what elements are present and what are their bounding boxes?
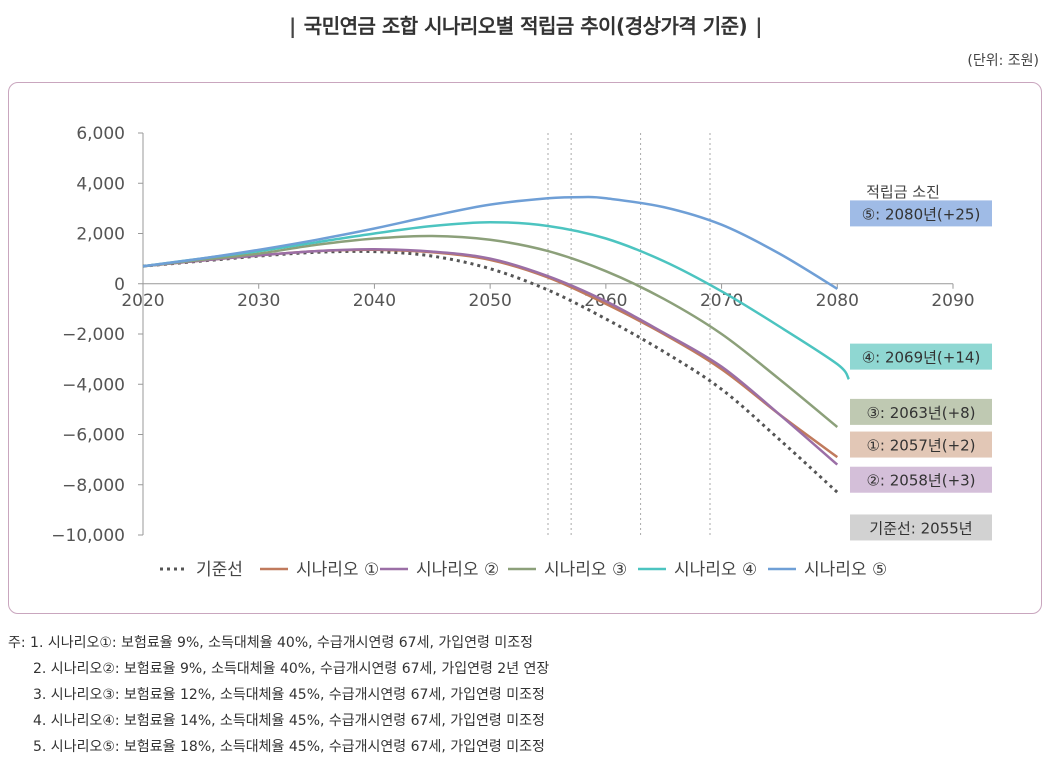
line-chart: 6,000 4,000 2,000 0 −2,000 −4,000 −6,000 −8,000… xyxy=(51,124,992,580)
depletion-label: ②: 2058년(+3) xyxy=(866,472,975,490)
footnote-5: 5. 시나리오⑤: 보험료율 18%, 소득대체율 45%, 수급개시연령 67… xyxy=(33,739,545,755)
depletion-header: 적립금 소진 xyxy=(866,183,940,201)
legend-label-base: 기준선 xyxy=(196,560,243,580)
depletion-label-box xyxy=(850,514,992,541)
depletion-label: ④: 2069년(+14) xyxy=(862,349,981,367)
chart-title-text: 국민연금 조합 시나리오별 적립금 추이(경상가격 기준) xyxy=(303,14,748,38)
title-bar-left: | xyxy=(288,14,296,38)
y-tick-label: −6,000 xyxy=(62,426,125,446)
y-tick-label: −2,000 xyxy=(62,325,125,345)
x-tick-label: 2070 xyxy=(700,291,743,311)
legend-label-s5: 시나리오 ⑤ xyxy=(804,560,887,580)
series-line-s4 xyxy=(142,220,850,380)
legend-label-s4: 시나리오 ④ xyxy=(674,560,757,580)
depletion-label: ①: 2057년(+2) xyxy=(866,437,975,455)
depletion-label-box xyxy=(850,200,992,227)
series-line-s2 xyxy=(142,248,839,466)
legend-label-s3: 시나리오 ③ xyxy=(544,560,627,580)
y-tick-label: 0 xyxy=(114,275,125,295)
x-tick-label: 2040 xyxy=(353,291,396,311)
y-tick-label: 6,000 xyxy=(76,124,125,144)
x-tick-label: 2050 xyxy=(469,291,512,311)
depletion-label-box xyxy=(850,431,992,458)
y-tick-label: −8,000 xyxy=(62,476,125,496)
legend-label-s1: 시나리오 ① xyxy=(296,560,379,580)
depletion-label-box xyxy=(850,466,992,493)
footnote-2: 2. 시나리오②: 보험료율 9%, 소득대체율 40%, 수급개시연령 67세… xyxy=(33,661,550,677)
depletion-label: ③: 2063년(+8) xyxy=(866,404,975,422)
x-tick-label: 2090 xyxy=(931,291,974,311)
depletion-label-box xyxy=(850,343,992,370)
footnote-1: 주: 1. 시나리오①: 보험료율 9%, 소득대체율 40%, 수급개시연령 … xyxy=(8,635,533,651)
series-line-s5 xyxy=(142,195,838,290)
y-tick-label: 2,000 xyxy=(76,225,125,245)
title-bar-right: | xyxy=(755,14,763,38)
series-line-s3 xyxy=(142,234,839,428)
footnote-4: 4. 시나리오④: 보험료율 14%, 소득대체율 45%, 수급개시연령 67… xyxy=(33,713,545,729)
x-tick-label: 2020 xyxy=(121,291,164,311)
depletion-label: 기준선: 2055년 xyxy=(869,519,972,537)
x-tick-label: 2030 xyxy=(237,291,280,311)
footnotes: 주: 1. 시나리오①: 보험료율 9%, 소득대체율 40%, 수급개시연령 … xyxy=(8,630,549,760)
depletion-label: ⑤: 2080년(+25) xyxy=(862,205,981,223)
y-tick-label: 4,000 xyxy=(76,174,125,194)
x-tick-label: 2080 xyxy=(816,291,859,311)
footnote-3: 3. 시나리오③: 보험료율 12%, 소득대체율 45%, 수급개시연령 67… xyxy=(33,687,545,703)
series-line-s1 xyxy=(142,248,839,459)
depletion-label-box xyxy=(850,398,992,425)
chart-title: | 국민연금 조합 시나리오별 적립금 추이(경상가격 기준) | xyxy=(0,10,1051,39)
y-tick-label: −4,000 xyxy=(62,375,125,395)
legend-label-s2: 시나리오 ② xyxy=(416,560,499,580)
chart-frame xyxy=(8,82,1042,614)
y-tick-label: −10,000 xyxy=(51,526,125,546)
unit-label: (단위: 조원) xyxy=(967,53,1039,69)
